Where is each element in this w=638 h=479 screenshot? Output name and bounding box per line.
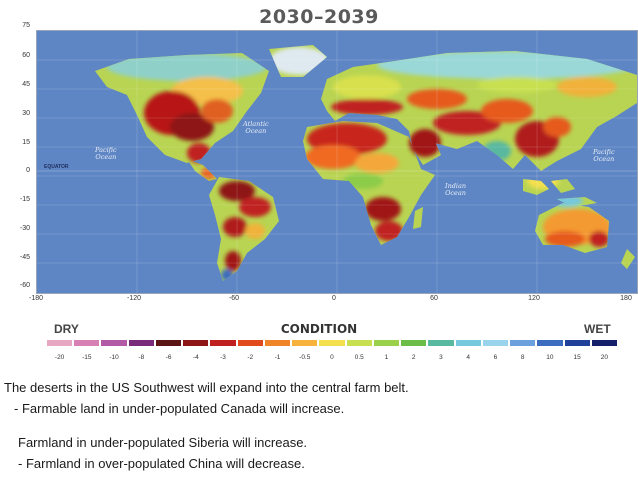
legend-dry-label: DRY [54, 322, 79, 336]
legend-tick-label: 20 [600, 354, 608, 361]
legend-tick-label: 8 [520, 354, 525, 361]
lat-tick-45: 45 [22, 81, 30, 88]
legend-tick-label: -2 [247, 354, 254, 361]
legend-tick-label: -8 [138, 354, 145, 361]
legend-swatch [482, 340, 509, 346]
legend-swatch [428, 340, 454, 346]
lat-tick-neg30: -30 [19, 225, 30, 232]
map-title: 2030–2039 [259, 6, 379, 28]
equator-label: EQUATOR [44, 164, 69, 170]
legend-tick-label: -6 [165, 354, 172, 361]
legend-tick-label: 15 [573, 354, 581, 361]
caption-line-4: - Farmland in over-populated China will … [18, 456, 305, 471]
ocean-label-indian: Indian Ocean [445, 182, 467, 197]
lat-tick-30: 30 [22, 110, 30, 117]
lon-tick-180: 180 [620, 295, 632, 302]
lat-tick-60: 60 [22, 52, 30, 59]
lon-tick-neg180: -180 [28, 295, 43, 302]
caption-line-1: The deserts in the US Southwest will exp… [4, 380, 409, 395]
legend-tick-label: 4 [466, 354, 470, 361]
legend-swatch [401, 340, 427, 346]
legend-tick-label: 2 [411, 354, 416, 361]
legend-swatch [155, 340, 182, 346]
lat-tick-neg45: -45 [19, 254, 30, 261]
legend-swatch [128, 340, 154, 346]
world-map-graphic [37, 31, 637, 293]
lon-tick-neg60: -60 [228, 295, 240, 302]
legend-swatch [455, 340, 481, 346]
legend-tick-label: 0.5 [354, 354, 364, 361]
legend-swatch [74, 340, 100, 346]
lat-tick-0: 0 [26, 167, 30, 174]
legend-swatch [510, 340, 536, 346]
legend-tick-label: 3 [439, 354, 443, 361]
legend-swatch [237, 340, 263, 346]
ocean-label-pacific-west: Pacific Ocean [95, 146, 117, 161]
lat-tick-neg60: -60 [19, 282, 30, 289]
legend-tick-label: -15 [82, 354, 92, 361]
legend-swatch [183, 340, 209, 346]
legend-swatch [264, 340, 291, 346]
lon-tick-neg120: -120 [126, 295, 141, 302]
world-map: Pacific Ocean Atlantic Ocean Indian Ocean P… [36, 30, 638, 294]
lon-tick-0: 0 [332, 295, 336, 302]
legend-condition-label: CONDITION [280, 322, 358, 336]
lat-tick-75: 75 [22, 22, 30, 29]
caption-line-3: Farmland in under-populated Siberia will… [18, 435, 308, 450]
legend-swatch [319, 340, 345, 346]
lon-tick-60: 60 [430, 295, 438, 302]
drought-map-figure: 2030–2039 75 60 45 30 15 0 -15 -30 -45 -… [19, 6, 638, 364]
legend-swatch [210, 340, 236, 346]
legend-swatch [101, 340, 127, 346]
legend-swatch [373, 340, 400, 346]
graticule [37, 31, 637, 293]
caption-block: The deserts in the US Southwest will exp… [0, 380, 638, 479]
legend-tick-label: -10 [109, 354, 119, 361]
legend-tick-label: -20 [54, 354, 65, 361]
legend-tick-label: -1 [274, 354, 281, 361]
legend-swatch [564, 340, 590, 346]
legend-tick-label: -3 [220, 354, 226, 361]
legend-swatch [346, 340, 372, 346]
lat-tick-15: 15 [22, 139, 30, 146]
legend-swatch [292, 340, 318, 346]
legend-swatch [47, 340, 73, 346]
ocean-label-atlantic: Atlantic Ocean [243, 120, 269, 135]
legend-tick-label: 0 [330, 354, 334, 361]
land-condition-layer [95, 45, 637, 281]
legend-swatch [591, 340, 617, 346]
legend-tick-label: -0.5 [299, 354, 311, 361]
lat-tick-neg15: -15 [19, 196, 30, 203]
ocean-label-pacific-east: Pacific Ocean [593, 148, 615, 163]
legend-tick-label: 6 [493, 354, 498, 361]
lon-tick-120: 120 [528, 295, 540, 302]
legend-tick-label: 1 [384, 354, 389, 361]
legend-tick-label: 10 [546, 354, 554, 361]
legend-swatch [537, 340, 563, 346]
caption-line-2: - Farmable land in under-populated Canad… [14, 401, 345, 416]
legend-tick-label: -4 [192, 354, 199, 361]
legend-wet-label: WET [584, 322, 611, 336]
condition-color-scale: -20 -15 -10 -8 -6 -4 -3 -2 -1 -0.5 0 0.5 1 2 3 4 6 8 10 15 2… [46, 340, 618, 364]
